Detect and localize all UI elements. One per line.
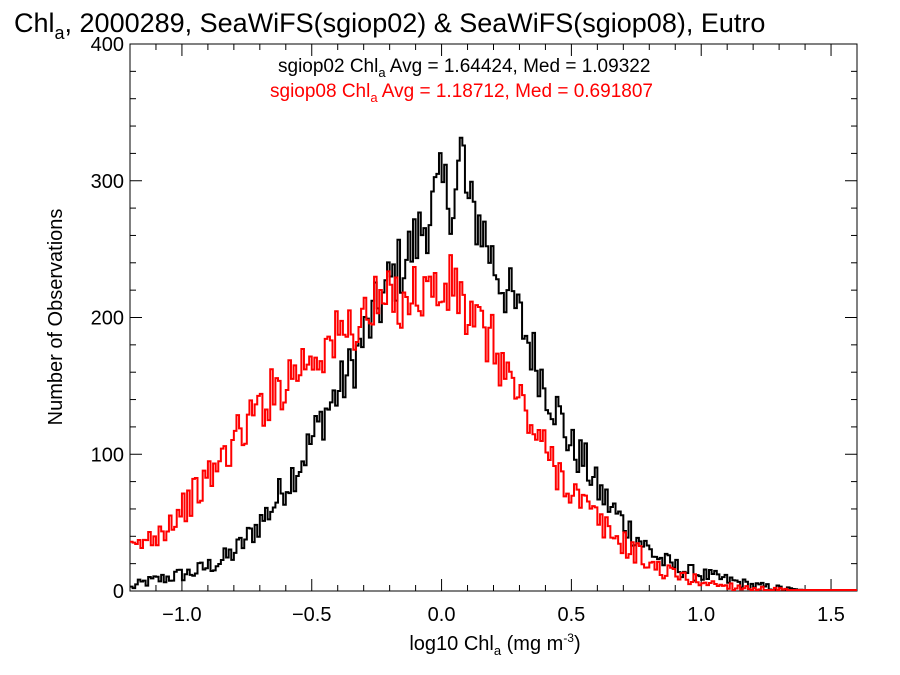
x-tick-label: 1.5 <box>817 604 845 626</box>
series-line-sgiop02 <box>130 136 857 591</box>
y-tick-label: 300 <box>91 171 124 193</box>
x-tick-label: 0.5 <box>557 604 585 626</box>
x-tick-label: −1.0 <box>162 604 201 626</box>
y-axis-label: Number of Observations <box>45 209 67 426</box>
title-suffix: , 2000289, SeaWiFS(sgiop02) & SeaWiFS(sg… <box>65 8 766 38</box>
series-layer <box>130 136 857 591</box>
axis-ticks: −1.0 −0.5 0.0 0.5 1.0 1.5 0 100 200 300 400 <box>91 34 858 626</box>
legend-sgiop02-suffix: Avg = 1.64424, Med = 1.09322 <box>386 56 651 77</box>
xlabel-close: ) <box>574 633 581 655</box>
x-tick-label: −0.5 <box>292 604 331 626</box>
title-prefix: Chl <box>14 8 55 38</box>
legend-entry-sgiop02: sgiop02 Chla Avg = 1.64424, Med = 1.0932… <box>278 56 650 80</box>
legend-sgiop08-prefix: sgiop08 Chl <box>270 81 370 102</box>
chart-title: Chla, 2000289, SeaWiFS(sgiop02) & SeaWiF… <box>14 8 765 43</box>
legend-sgiop08-sub: a <box>370 90 378 105</box>
y-tick-label: 400 <box>91 34 124 56</box>
xlabel-subscript: a <box>494 643 502 658</box>
xlabel-superscript: -3 <box>563 631 574 645</box>
y-tick-label: 100 <box>91 444 124 466</box>
legend-entry-sgiop08: sgiop08 Chla Avg = 1.18712, Med = 0.6918… <box>270 81 653 105</box>
y-tick-label: 200 <box>91 308 124 330</box>
legend-sgiop08-suffix: Avg = 1.18712, Med = 0.691807 <box>378 81 653 102</box>
xlabel-prefix: log10 Chl <box>409 633 494 655</box>
xlabel-unit: (mg m <box>501 633 563 655</box>
x-tick-label: 1.0 <box>687 604 715 626</box>
legend-sgiop02-prefix: sgiop02 Chl <box>278 56 378 77</box>
x-axis-label: log10 Chla (mg m-3) <box>409 631 580 658</box>
x-tick-label: 0.0 <box>428 604 456 626</box>
y-tick-label: 0 <box>113 581 124 603</box>
title-subscript: a <box>55 23 66 43</box>
legend-sgiop02-sub: a <box>378 65 386 80</box>
series-line-sgiop08 <box>130 254 857 591</box>
